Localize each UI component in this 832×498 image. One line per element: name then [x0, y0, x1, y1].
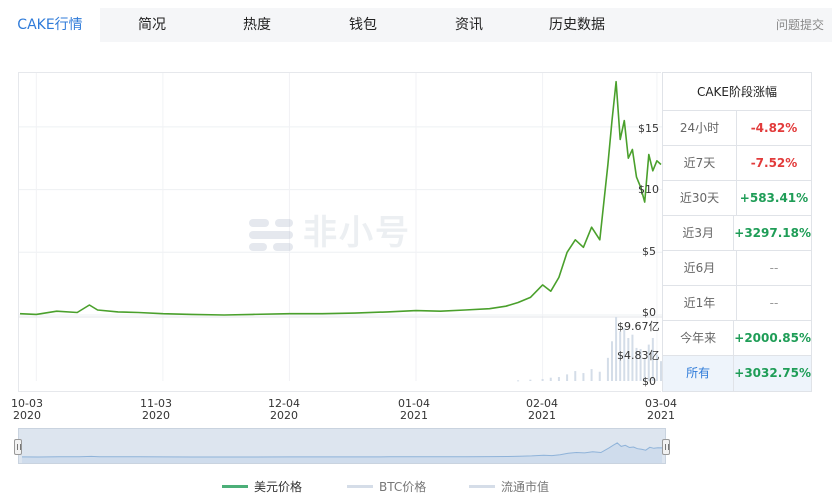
watermark: 非小号 — [249, 205, 411, 254]
performance-table: CAKE阶段涨幅 24小时 -4.82% 近7天 -7.52% 近30天 +58… — [662, 72, 812, 392]
volume-bar — [598, 371, 601, 381]
volume-axis-label: $9.67亿 — [617, 320, 660, 333]
change-value: +583.41% — [739, 191, 809, 205]
volume-bar — [549, 377, 552, 381]
performance-row-3m[interactable]: 近3月 +3297.18% — [663, 216, 811, 251]
legend-label: 流通市值 — [501, 480, 550, 494]
performance-row-1y[interactable]: 近1年 -- — [663, 286, 811, 321]
feedback-link[interactable]: 问题提交 — [775, 18, 824, 32]
navigator-left-handle[interactable] — [14, 439, 22, 455]
navigator-preview — [21, 442, 663, 463]
legend-market-cap[interactable]: 流通市值 — [469, 478, 549, 495]
price-axis-label: $5 — [642, 245, 656, 258]
period-label: 近30天 — [663, 181, 737, 215]
price-chart[interactable]: 非小号 — [18, 72, 662, 392]
volume-bar — [615, 317, 618, 381]
legend-usd-price[interactable]: 美元价格 — [222, 478, 302, 495]
change-value: -4.82% — [750, 121, 798, 135]
volume-bar — [557, 377, 560, 381]
legend-label: BTC价格 — [379, 480, 427, 494]
legend-swatch — [347, 485, 373, 488]
volume-bar — [541, 379, 544, 381]
volume-bar — [574, 371, 577, 381]
change-value: +3297.18% — [734, 226, 811, 240]
period-label: 24小时 — [663, 111, 737, 145]
volume-bar — [590, 369, 593, 381]
legend-label: 美元价格 — [254, 480, 303, 494]
tab-cake-market[interactable]: CAKE行情 — [0, 8, 100, 42]
performance-title: CAKE阶段涨幅 — [663, 73, 811, 111]
performance-row-6m[interactable]: 近6月 -- — [663, 251, 811, 286]
legend-swatch — [469, 485, 495, 488]
performance-row-30d[interactable]: 近30天 +583.41% — [663, 181, 811, 216]
price-chart-canvas — [19, 73, 662, 382]
navigator-line — [21, 442, 663, 458]
x-axis-label: 10-03 2020 — [11, 397, 43, 422]
volume-axis-label: $4.83亿 — [617, 349, 660, 362]
performance-row-24h[interactable]: 24小时 -4.82% — [663, 111, 811, 146]
change-value: -7.52% — [750, 156, 798, 170]
tab-bar: CAKE行情 简况 热度 钱包 资讯 历史数据 问题提交 — [0, 8, 832, 42]
x-axis-label: 11-03 2020 — [140, 397, 172, 422]
volume-bar — [606, 357, 609, 381]
x-axis-label: 12-04 2020 — [268, 397, 300, 422]
tab-news[interactable]: 资讯 — [455, 17, 483, 33]
volume-bar — [643, 357, 646, 381]
period-label: 近6月 — [663, 251, 737, 285]
change-value: -- — [769, 261, 779, 275]
volume-bar — [611, 341, 614, 381]
x-axis-label: 01-04 2021 — [398, 397, 430, 422]
volume-bar — [582, 373, 585, 381]
performance-row-all[interactable]: 所有 +3032.75% — [663, 356, 811, 391]
watermark-logo-icon — [249, 218, 293, 251]
price-axis-label: $15 — [638, 122, 659, 135]
legend-swatch — [222, 485, 248, 488]
volume-bar — [639, 349, 642, 381]
tab-wallet[interactable]: 钱包 — [349, 17, 377, 33]
price-axis-label: $0 — [642, 306, 656, 319]
period-label: 近7天 — [663, 146, 737, 180]
period-label: 近1年 — [663, 286, 737, 320]
volume-bar — [635, 347, 638, 381]
usd-price-line — [19, 80, 662, 316]
navigator-area — [22, 442, 662, 463]
x-axis-label: 03-04 2021 — [645, 397, 677, 422]
change-value: +3032.75% — [734, 356, 811, 391]
range-navigator[interactable] — [14, 428, 670, 464]
volume-bar — [623, 328, 626, 381]
volume-bar — [627, 337, 630, 381]
legend-btc-price[interactable]: BTC价格 — [347, 478, 426, 495]
period-label: 近3月 — [663, 216, 735, 250]
volume-bar — [619, 331, 622, 381]
tab-overview[interactable]: 简况 — [138, 17, 166, 33]
change-value: +2000.85% — [734, 331, 811, 345]
volume-bar — [529, 379, 532, 381]
watermark-text: 非小号 — [303, 213, 411, 253]
volume-bar — [660, 361, 662, 381]
volume-axis-label: $0 — [642, 375, 656, 388]
volume-bar — [647, 344, 650, 381]
volume-bar — [517, 380, 520, 382]
performance-row-7d[interactable]: 近7天 -7.52% — [663, 146, 811, 181]
volume-bar — [566, 374, 569, 381]
period-label: 今年来 — [663, 321, 735, 355]
tab-popularity[interactable]: 热度 — [243, 17, 271, 33]
volume-bar — [651, 337, 654, 381]
tab-history-data[interactable]: 历史数据 — [549, 17, 605, 33]
price-axis-label: $10 — [638, 183, 659, 196]
x-axis-label: 02-04 2021 — [526, 397, 558, 422]
navigator-right-handle[interactable] — [662, 439, 670, 455]
change-value: -- — [769, 296, 779, 310]
volume-bar — [655, 354, 658, 381]
period-label: 所有 — [663, 356, 735, 391]
performance-row-ytd[interactable]: 今年来 +2000.85% — [663, 321, 811, 356]
volume-bar — [631, 334, 634, 381]
